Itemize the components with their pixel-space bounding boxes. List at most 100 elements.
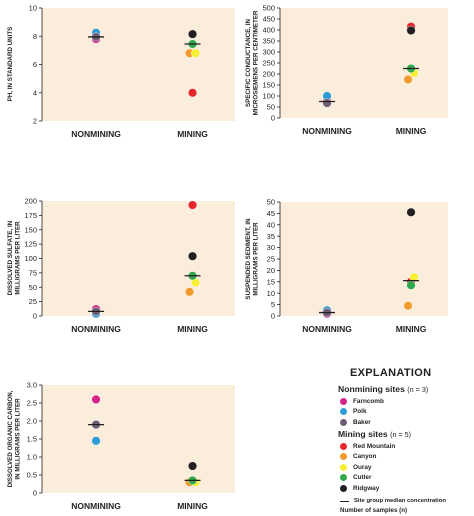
- y-tick-label: 75: [29, 268, 37, 277]
- data-point-red-mountain: [188, 88, 198, 98]
- y-tick-label: 250: [262, 59, 275, 68]
- y-tick-label: 25: [267, 255, 275, 264]
- chart-panel-3: 0 25 50 75 100 125 150 175 200 NONMINING MINING DIS…: [7, 197, 235, 334]
- y-tick-label: 15: [267, 277, 275, 286]
- y-tick-label: 25: [29, 297, 37, 306]
- data-point-ridgway: [406, 207, 416, 217]
- y-tick-label: 2: [33, 117, 37, 126]
- legend-median-entry: Site group median concentration: [340, 498, 446, 504]
- legend-swatch: [340, 442, 347, 450]
- y-axis-title: PH, IN STANDARD UNITS: [7, 27, 14, 101]
- y-tick-label: 2.5: [27, 399, 37, 408]
- data-point-canyon: [185, 287, 195, 297]
- y-tick-label: 100: [24, 254, 37, 263]
- x-category-label: MINING: [177, 129, 208, 139]
- legend-item-label: Baker: [353, 418, 371, 426]
- y-axis-title-line: IN MILLIGRAMS PER LITER: [15, 398, 22, 480]
- x-category-label: MINING: [396, 126, 427, 136]
- chart-panel-2: 0 50 100 150 200 250 300 350 400 450 500 NONMINING M…: [245, 4, 448, 136]
- legend-median-label: Site group median concentration: [354, 498, 446, 504]
- legend-mining-label: Mining sites: [338, 429, 388, 439]
- plot-background: [42, 201, 235, 316]
- x-category-label: NONMINING: [302, 324, 352, 334]
- chart-panel-1: 2 4 6 8 10 NONMINING MINING PH, IN STANDARD UNI…: [7, 4, 235, 139]
- y-axis-title-line: PH, IN STANDARD UNITS: [7, 27, 14, 101]
- y-axis-title: DISSOLVED ORGANIC CARBON,IN MILLIGRAMS P…: [7, 390, 22, 487]
- y-tick-label: 0.5: [27, 471, 37, 480]
- legend-nonmining-n: (n = 3): [407, 385, 429, 394]
- y-tick-label: 100: [262, 92, 275, 101]
- y-tick-label: 175: [24, 211, 37, 220]
- y-tick-label: 10: [29, 4, 37, 13]
- data-point-ouray: [409, 272, 419, 282]
- legend: EXPLANATION Nonmining sites (n = 3) Farn…: [336, 360, 474, 516]
- plot-background: [280, 202, 448, 316]
- legend-item-canyon: Canyon: [340, 452, 376, 462]
- legend-nonmining-label: Nonmining sites: [338, 384, 405, 394]
- y-tick-label: 35: [267, 232, 275, 241]
- x-category-label: MINING: [177, 501, 208, 511]
- y-tick-label: 45: [267, 209, 275, 218]
- median-line-swatch: [340, 500, 349, 502]
- plot-background: [280, 8, 448, 118]
- y-axis-title: SUSPENDED SEDIMENT, INMILLIGRAMS PER LIT…: [245, 218, 260, 300]
- y-tick-label: 10: [267, 289, 275, 298]
- data-point-polk: [91, 436, 101, 446]
- y-tick-label: 300: [262, 48, 275, 57]
- legend-swatch: [340, 418, 347, 426]
- data-point-cutler: [406, 280, 416, 290]
- x-category-label: NONMINING: [71, 129, 121, 139]
- y-axis-title-line: MILLIGRAMS PER LITER: [15, 221, 22, 295]
- legend-item-polk: Polk: [340, 407, 367, 417]
- y-tick-label: 500: [262, 4, 275, 13]
- y-axis-title-line: MICROSIEMENS PER CENTIMETER: [253, 10, 260, 115]
- y-axis-title: DISSOLVED SULFATE, INMILLIGRAMS PER LITE…: [7, 220, 22, 295]
- y-axis-title-line: DISSOLVED ORGANIC CARBON,: [7, 390, 14, 487]
- data-point-red-mountain: [188, 200, 198, 210]
- y-tick-label: 150: [262, 81, 275, 90]
- y-tick-label: 50: [29, 283, 37, 292]
- y-tick-label: 5: [271, 300, 275, 309]
- y-tick-label: 125: [24, 240, 37, 249]
- legend-title: EXPLANATION: [350, 367, 432, 379]
- y-axis-title-line: SUSPENDED SEDIMENT, IN: [245, 218, 252, 300]
- y-axis-title-line: DISSOLVED SULFATE, IN: [7, 220, 14, 295]
- y-tick-label: 50: [267, 198, 275, 207]
- y-axis-title-line: SPECIFIC CONDUCTANCE, IN: [245, 19, 252, 107]
- x-category-label: NONMINING: [71, 501, 121, 511]
- legend-mining-heading: Mining sites (n = 5): [338, 429, 411, 439]
- legend-swatch: [340, 463, 347, 471]
- y-tick-label: 0: [271, 114, 275, 123]
- x-category-label: NONMINING: [71, 324, 121, 334]
- y-tick-label: 20: [267, 266, 275, 275]
- y-axis-title-line: MILLIGRAMS PER LITER: [253, 222, 260, 296]
- legend-item-label: Red Mountain: [353, 442, 396, 450]
- legend-item-label: Farncomb: [353, 397, 384, 405]
- y-tick-label: 4: [33, 88, 37, 97]
- legend-swatch: [340, 474, 347, 481]
- data-point-canyon: [403, 301, 413, 311]
- legend-item-red-mountain: Red Mountain: [340, 441, 395, 451]
- x-category-label: MINING: [177, 324, 208, 334]
- legend-item-baker: Baker: [340, 417, 371, 427]
- legend-swatch: [340, 408, 347, 415]
- legend-item-ridgway: Ridgway: [340, 483, 379, 493]
- legend-swatch: [340, 397, 347, 405]
- legend-item-label: Polk: [353, 408, 367, 415]
- legend-item-farncomb: Farncomb: [340, 396, 384, 406]
- legend-item-label: Ouray: [353, 463, 372, 471]
- legend-swatch: [340, 453, 347, 460]
- legend-item-ouray: Ouray: [340, 462, 371, 472]
- data-point-ridgway: [188, 461, 198, 471]
- y-tick-label: 8: [33, 32, 37, 41]
- y-tick-label: 30: [267, 243, 275, 252]
- data-point-farncomb: [91, 394, 101, 404]
- plot-background: [42, 385, 235, 493]
- legend-item-label: Canyon: [353, 453, 377, 460]
- legend-mining-n: (n = 5): [390, 430, 412, 439]
- y-tick-label: 0: [33, 489, 37, 498]
- y-tick-label: 50: [267, 103, 275, 112]
- y-tick-label: 40: [267, 220, 275, 229]
- y-tick-label: 0: [33, 312, 37, 321]
